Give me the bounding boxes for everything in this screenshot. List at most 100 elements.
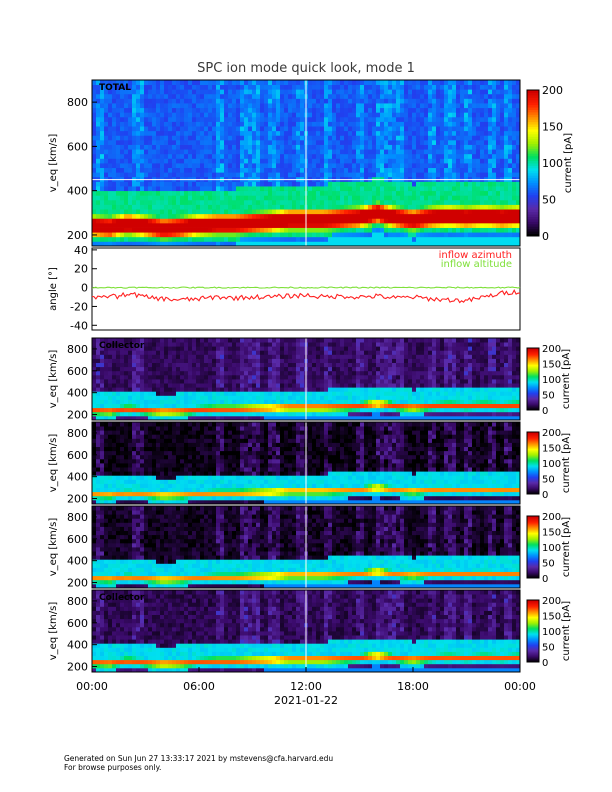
panel-label: Collector bbox=[99, 341, 145, 351]
y-tick-label: 200 bbox=[67, 409, 88, 422]
y-tick-label: 400 bbox=[67, 555, 88, 568]
colorbar-tick-label: 50 bbox=[542, 391, 555, 402]
y-tick-label: 800 bbox=[67, 96, 88, 109]
spectrogram-6 bbox=[92, 590, 521, 673]
colorbar-tick-label: 150 bbox=[542, 121, 563, 134]
colorbar-tick-label: 150 bbox=[542, 360, 561, 371]
colorbar-tick-label: 0 bbox=[542, 406, 548, 417]
legend-entry-altitude: inflow altitude bbox=[441, 259, 512, 270]
colorbar-label: current [pA] bbox=[563, 133, 574, 193]
colorbar-tick-label: 0 bbox=[542, 658, 548, 669]
footer-generated: Generated on Sun Jun 27 13:33:17 2021 by… bbox=[64, 754, 334, 763]
colorbar-tick-label: 100 bbox=[542, 543, 561, 554]
y-tick-label: 600 bbox=[67, 365, 88, 378]
colorbar-label: current [pA] bbox=[561, 349, 572, 409]
panel-label: TOTAL bbox=[99, 83, 131, 93]
colorbar-label: current [pA] bbox=[561, 601, 572, 661]
colorbar-tick-label: 150 bbox=[542, 444, 561, 455]
y-tick-label: 600 bbox=[67, 533, 88, 546]
y-tick-label: -20 bbox=[70, 300, 88, 313]
chart-title: SPC ion mode quick look, mode 1 bbox=[197, 61, 415, 76]
colorbar-frame bbox=[526, 89, 540, 237]
series-line-azimuth bbox=[91, 288, 521, 304]
y-tick-label: 400 bbox=[67, 185, 88, 198]
y-tick-label: 0 bbox=[81, 282, 88, 295]
y-tick-label: 400 bbox=[67, 387, 88, 400]
colorbar-frame bbox=[526, 347, 540, 411]
y-tick-label: 600 bbox=[67, 140, 88, 153]
y-tick-label: 20 bbox=[74, 263, 88, 276]
x-tick-label: 18:00 bbox=[397, 680, 429, 693]
panel-2: -40 -20 0 20 40 angle [°] inflow azimuthinflow… bbox=[48, 244, 521, 332]
colorbar-tick-label: 100 bbox=[542, 157, 563, 170]
colorbar-tick-label: 150 bbox=[542, 528, 561, 539]
panel-1: TOTAL 200 400 600 800 v_eq [km/s] 0 50 100 150 200… bbox=[48, 79, 574, 247]
series-line-altitude bbox=[91, 286, 521, 289]
y-axis-label: v_eq [km/s] bbox=[48, 134, 59, 193]
panel-frame bbox=[91, 247, 521, 331]
panel-frame bbox=[91, 505, 521, 589]
spectrogram-5 bbox=[92, 506, 521, 589]
y-tick-label: 800 bbox=[67, 343, 88, 356]
colorbar-tick-label: 100 bbox=[542, 627, 561, 638]
x-axis: 00:00 06:00 12:00 18:00 00:00 2021-01-22 bbox=[76, 667, 536, 707]
colorbar-tick-label: 200 bbox=[542, 344, 561, 355]
y-tick-label: 800 bbox=[67, 511, 88, 524]
y-tick-label: 800 bbox=[67, 427, 88, 440]
colorbar-tick-label: 0 bbox=[542, 490, 548, 501]
colorbar-label: current [pA] bbox=[561, 517, 572, 577]
y-tick-label: 800 bbox=[67, 595, 88, 608]
y-tick-label: 200 bbox=[67, 577, 88, 590]
x-tick-label: 12:00 bbox=[290, 680, 322, 693]
y-axis-label: angle [°] bbox=[48, 267, 59, 311]
colorbar-tick-label: 50 bbox=[542, 475, 555, 486]
colorbar-tick-label: 100 bbox=[542, 375, 561, 386]
colorbar-tick-label: 200 bbox=[542, 428, 561, 439]
colorbar-frame bbox=[526, 431, 540, 495]
panel-frame bbox=[91, 79, 521, 247]
y-tick-label: 600 bbox=[67, 617, 88, 630]
colorbar-label: current [pA] bbox=[561, 433, 572, 493]
panel-6: Collector 200 400 600 800 v_eq [km/s] 0 50 100 15… bbox=[48, 589, 572, 674]
colorbar-tick-label: 50 bbox=[542, 643, 555, 654]
x-date-label: 2021-01-22 bbox=[274, 694, 338, 707]
colorbar-tick-label: 50 bbox=[542, 559, 555, 570]
colorbar: 0 50 100 150 200 current [pA] bbox=[526, 84, 574, 243]
y-tick-label: 200 bbox=[67, 229, 88, 242]
y-axis-label: v_eq [km/s] bbox=[48, 434, 59, 493]
spectrogram-3 bbox=[92, 338, 521, 421]
legend-entry-azimuth: inflow azimuth bbox=[439, 250, 512, 261]
colorbar-frame bbox=[526, 515, 540, 579]
spectrogram-4 bbox=[92, 422, 521, 505]
x-tick-label: 00:00 bbox=[76, 680, 108, 693]
colorbar-tick-label: 200 bbox=[542, 512, 561, 523]
colorbar-tick-label: 0 bbox=[542, 230, 549, 243]
colorbar-tick-label: 50 bbox=[542, 194, 556, 207]
colorbar-tick-label: 150 bbox=[542, 612, 561, 623]
x-tick-label: 06:00 bbox=[183, 680, 215, 693]
colorbar-tick-label: 200 bbox=[542, 596, 561, 607]
y-axis-label: v_eq [km/s] bbox=[48, 602, 59, 661]
y-tick-label: 200 bbox=[67, 661, 88, 674]
colorbar-tick-label: 200 bbox=[542, 84, 563, 97]
x-tick-label: 00:00 bbox=[504, 680, 536, 693]
colorbar-tick-label: 0 bbox=[542, 574, 548, 585]
y-axis-label: v_eq [km/s] bbox=[48, 518, 59, 577]
colorbar-tick-label: 100 bbox=[542, 459, 561, 470]
y-axis-label: v_eq [km/s] bbox=[48, 350, 59, 409]
panel-label: Collector bbox=[99, 593, 145, 603]
y-tick-label: -40 bbox=[70, 319, 88, 332]
spectrogram-1 bbox=[92, 80, 521, 247]
y-tick-label: 400 bbox=[67, 639, 88, 652]
footer-disclaimer: For browse purposes only. bbox=[64, 763, 162, 772]
y-tick-label: 40 bbox=[74, 244, 88, 257]
panel-frame bbox=[91, 421, 521, 505]
panel-frame bbox=[91, 337, 521, 421]
panel-3: Collector 200 400 600 800 v_eq [km/s] 0 50 100 15… bbox=[48, 337, 572, 422]
